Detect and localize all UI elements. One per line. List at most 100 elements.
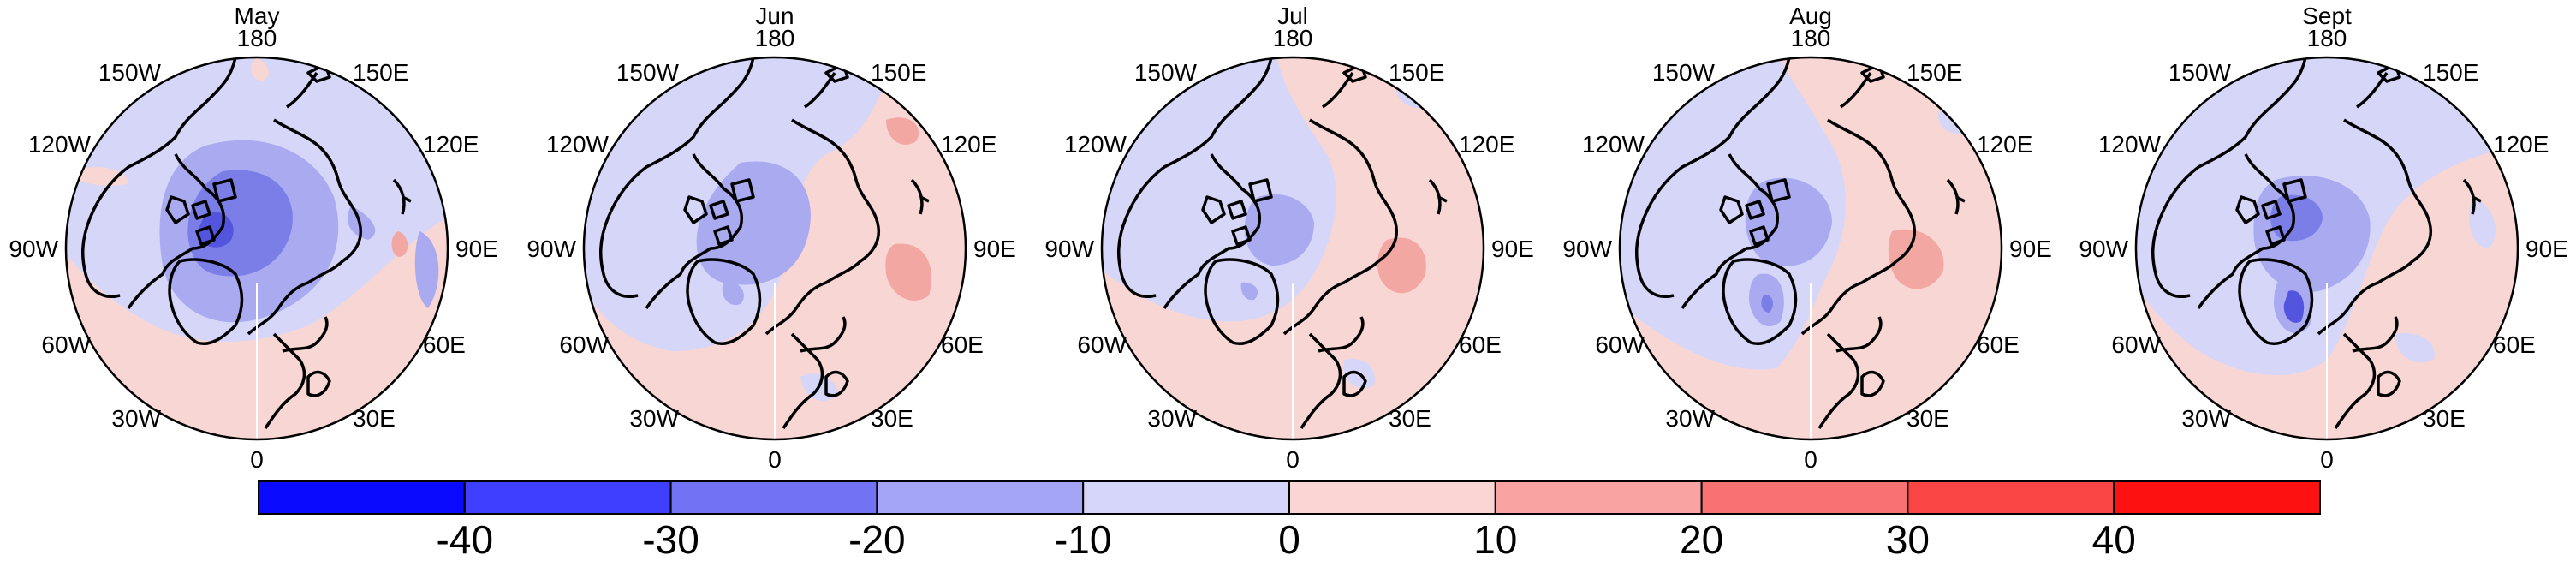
colorbar-tick-label: -10	[1055, 517, 1111, 561]
lon-label-120e: 120E	[1459, 131, 1514, 158]
lon-label-150e: 150E	[871, 59, 926, 86]
panel-title: Sept	[2302, 3, 2352, 29]
lon-label-60w: 60W	[2111, 331, 2161, 358]
colorbar-cell	[2113, 480, 2321, 515]
map-panel-aug: Aug 180 150E 120E 90E 60E 30E 0 30W 60W …	[1562, 3, 2051, 473]
lon-label-60e: 60E	[423, 331, 466, 358]
panel-title: May	[235, 3, 280, 29]
lon-label-60w: 60W	[41, 331, 91, 358]
lon-label-90w: 90W	[1044, 236, 1094, 262]
colorbar-tick-label: 10	[1473, 517, 1517, 561]
lon-label-30e: 30E	[1389, 405, 1431, 432]
map-border	[64, 56, 449, 441]
map-border	[1618, 56, 2003, 441]
lon-label-90w: 90W	[1562, 236, 1612, 262]
lon-label-30w: 30W	[629, 405, 679, 432]
lon-label-180: 180	[1273, 25, 1313, 51]
map-panel-jun: Jun 180 150E 120E 90E 60E 30E 0 30W 60W …	[527, 3, 1015, 473]
lon-label-120e: 120E	[941, 131, 996, 158]
map-panel-jul: Jul 180 150E 120E 90E 60E 30E 0 30W 60W …	[1044, 3, 1533, 473]
colorbar-tick-label: -40	[437, 517, 493, 561]
lon-label-150e: 150E	[2423, 59, 2478, 86]
lon-label-90w: 90W	[2079, 236, 2128, 262]
panel-title: Aug	[1789, 3, 1832, 29]
lon-label-60w: 60W	[1595, 331, 1645, 358]
lon-label-0: 0	[768, 446, 782, 473]
colorbar-cell	[463, 480, 672, 515]
lon-label-150e: 150E	[1907, 59, 1962, 86]
lon-label-120e: 120E	[1977, 131, 2032, 158]
lon-label-60e: 60E	[1459, 331, 1502, 358]
map-border	[2134, 56, 2519, 441]
colorbar-cell	[669, 480, 878, 515]
colorbar-tick-label: -30	[642, 517, 699, 561]
anomaly-field	[2136, 57, 2518, 439]
lon-label-90e: 90E	[2009, 236, 2052, 262]
lon-label-180: 180	[755, 25, 795, 51]
lon-label-30e: 30E	[353, 405, 396, 432]
lon-label-150e: 150E	[1389, 59, 1444, 86]
lon-label-30w: 30W	[1147, 405, 1197, 432]
lon-label-0: 0	[250, 446, 264, 473]
lon-label-180: 180	[1791, 25, 1831, 51]
lon-label-90e: 90E	[1491, 236, 1534, 262]
colorbar-cell	[876, 480, 1085, 515]
lon-label-120w: 120W	[1064, 131, 1127, 158]
lon-label-150w: 150W	[98, 59, 162, 86]
coastlines	[1634, 57, 1966, 429]
lon-label-0: 0	[1286, 446, 1300, 473]
colorbar-cell	[258, 480, 466, 515]
lon-label-60w: 60W	[559, 331, 609, 358]
lon-label-90w: 90W	[527, 236, 576, 262]
lon-label-150w: 150W	[1652, 59, 1716, 86]
colorbar-cell	[1494, 480, 1703, 515]
map-border	[582, 56, 967, 441]
lon-label-90e: 90E	[455, 236, 498, 262]
lon-label-150w: 150W	[616, 59, 680, 86]
lon-label-90w: 90W	[9, 236, 58, 262]
anomaly-field	[1620, 57, 2002, 439]
map-panel-sept: Sept 180 150E 120E 90E 60E 30E 0 30W 60W…	[2079, 3, 2567, 473]
lon-label-150e: 150E	[353, 59, 408, 86]
colorbar-tick-label: 20	[1680, 517, 1723, 561]
lon-label-30e: 30E	[1907, 405, 1949, 432]
lon-label-180: 180	[237, 25, 277, 51]
lon-label-120w: 120W	[2098, 131, 2162, 158]
lon-label-180: 180	[2307, 25, 2347, 51]
lon-label-30w: 30W	[1665, 405, 1715, 432]
lon-label-60w: 60W	[1077, 331, 1127, 358]
lon-label-120e: 120E	[2493, 131, 2549, 158]
coastlines	[1116, 57, 1448, 429]
lon-label-120w: 120W	[1582, 131, 1645, 158]
colorbar-tick-label: 40	[2092, 517, 2136, 561]
colorbar-tick-label: -20	[848, 517, 905, 561]
lon-label-120w: 120W	[546, 131, 610, 158]
lon-label-90e: 90E	[973, 236, 1016, 262]
lon-label-150w: 150W	[2168, 59, 2232, 86]
anomaly-field	[584, 57, 966, 439]
lon-label-120w: 120W	[28, 131, 92, 158]
map-panel-may: May 180 150E 120E 90E 60E 30E 0 30W 60W …	[9, 3, 497, 473]
lon-label-30w: 30W	[111, 405, 161, 432]
lon-label-150w: 150W	[1134, 59, 1198, 86]
lon-label-60e: 60E	[941, 331, 984, 358]
colorbar-tick-label: 0	[1278, 517, 1300, 561]
lon-label-120e: 120E	[423, 131, 479, 158]
lon-label-30w: 30W	[2181, 405, 2231, 432]
lon-label-0: 0	[2320, 446, 2334, 473]
anomaly-field	[1102, 57, 1484, 439]
colorbar: -40 -30 -20 -10 0 10 20 30 40	[258, 480, 2321, 561]
colorbar-cell	[1907, 480, 2115, 515]
lon-label-30e: 30E	[2423, 405, 2466, 432]
coastlines	[598, 57, 930, 429]
lon-label-90e: 90E	[2525, 236, 2568, 262]
colorbar-cell	[1700, 480, 1909, 515]
lon-label-60e: 60E	[1977, 331, 2020, 358]
panel-title: Jun	[755, 3, 794, 29]
map-border	[1100, 56, 1485, 441]
coastlines	[2151, 57, 2482, 429]
colorbar-tick-label: 30	[1886, 517, 1930, 561]
lon-label-0: 0	[1804, 446, 1817, 473]
colorbar-cell	[1082, 480, 1290, 515]
colorbar-cell	[1288, 480, 1496, 515]
